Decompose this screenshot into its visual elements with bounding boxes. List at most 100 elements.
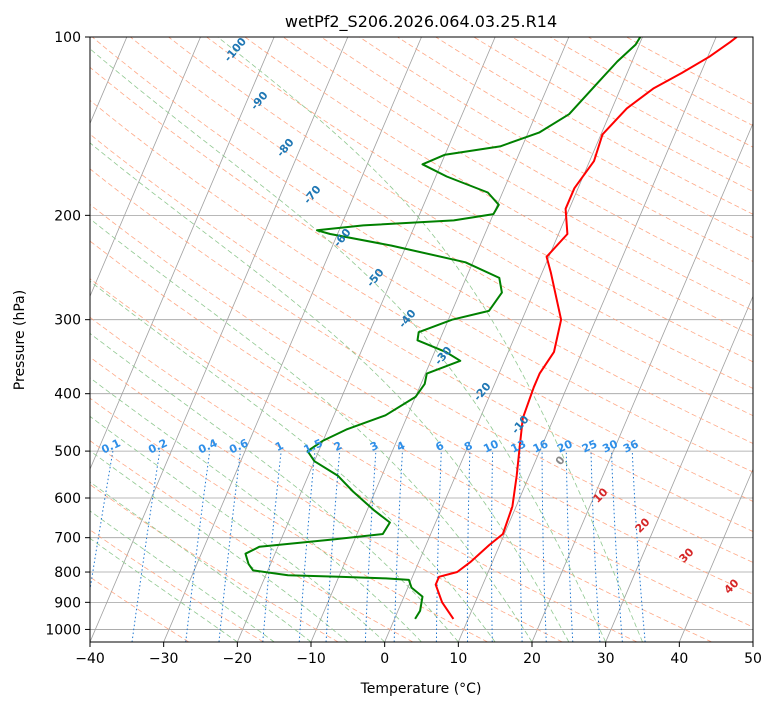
- dry-adiabat-line: [512, 37, 775, 642]
- dry-adiabat-label: 30: [677, 545, 697, 565]
- dry-adiabat-line: [0, 37, 189, 642]
- mixing-ratio-label: 0.6: [227, 436, 250, 456]
- moist-adiabat-label: -90: [248, 89, 271, 113]
- x-tick-label: −10: [296, 651, 326, 667]
- mixing-ratio-line: [591, 451, 600, 642]
- x-axis-label: Temperature (°C): [360, 681, 482, 697]
- mixing-ratio-line: [467, 451, 470, 642]
- isotherm-line: [679, 37, 775, 642]
- mixing-ratio-label: 36: [621, 437, 641, 455]
- dry-adiabat-line: [0, 37, 775, 642]
- moist-adiabat-line: [0, 37, 422, 642]
- dry-adiabat-line: [0, 37, 775, 642]
- dry-adiabat-line: [92, 37, 775, 642]
- mixing-ratio-label: 8: [462, 439, 474, 454]
- mixing-ratio-label: 0.4: [196, 436, 219, 456]
- mixing-ratio-line: [632, 451, 645, 642]
- moist-adiabat-label: -20: [471, 380, 494, 404]
- dry-adiabat-line: [0, 37, 264, 642]
- mixing-ratio-line: [492, 451, 493, 642]
- moist-adiabat-line: [0, 37, 274, 642]
- isotherm-line: [532, 37, 775, 642]
- isotherm-line: [385, 37, 643, 642]
- mixing-ratio-line: [82, 451, 113, 642]
- mixing-ratio-label: 4: [395, 439, 408, 454]
- mixing-ratio-line: [566, 451, 573, 642]
- mixing-ratio-label: 16: [531, 437, 551, 455]
- isotherm-line: [90, 37, 348, 642]
- dry-adiabat-line: [245, 37, 775, 642]
- dry-adiabat-line: [550, 37, 775, 642]
- mixing-ratio-label: 2: [332, 439, 344, 454]
- moist-adiabat-line: [0, 37, 532, 642]
- dry-adiabat-line: [0, 37, 775, 642]
- isotherm-line: [237, 37, 495, 642]
- y-tick-label: 800: [54, 565, 81, 581]
- y-tick-label: 1000: [45, 622, 81, 638]
- dry-adiabat-line: [283, 37, 775, 642]
- moist-adiabat-label: -100: [221, 35, 249, 65]
- mixing-ratio-line: [436, 451, 441, 642]
- mixing-ratio-label: 1: [273, 439, 285, 454]
- moist-adiabat-line: [218, 37, 643, 642]
- mixing-ratio-line: [186, 451, 210, 642]
- dry-adiabat-line: [0, 37, 413, 642]
- dry-adiabat-line: [0, 37, 775, 642]
- dry-adiabat-line: [0, 37, 338, 642]
- y-tick-label: 100: [54, 30, 81, 46]
- mixing-ratio-label: 30: [600, 437, 620, 455]
- dry-adiabat-label: 40: [722, 576, 742, 596]
- y-tick-label: 400: [54, 387, 81, 403]
- mixing-ratio-label: 6: [434, 439, 447, 454]
- dry-adiabat-line: [436, 37, 775, 642]
- mixing-ratio-label: 10: [481, 437, 501, 455]
- moist-adiabat-line: [0, 37, 237, 642]
- dry-adiabat-line: [0, 37, 637, 642]
- x-tick-label: 10: [449, 651, 467, 667]
- moist-adiabat-label: -70: [301, 183, 324, 207]
- y-tick-label: 600: [54, 491, 81, 507]
- dry-adiabat-line: [359, 37, 775, 642]
- moist-adiabat-label: -80: [274, 136, 297, 160]
- moist-adiabat-label: -10: [509, 413, 532, 437]
- mixing-ratio-label: 3: [368, 439, 380, 454]
- dry-adiabat-line: [474, 37, 775, 642]
- x-tick-label: 20: [523, 651, 541, 667]
- dry-adiabat-line: [0, 37, 488, 642]
- x-tick-label: 30: [597, 651, 615, 667]
- mixing-ratio-label: 25: [580, 437, 599, 455]
- x-tick-label: −20: [223, 651, 253, 667]
- dewpoint-profile-line: [246, 37, 641, 619]
- x-tick-label: −40: [75, 651, 105, 667]
- moist-adiabat-label: -50: [364, 266, 387, 290]
- mixing-ratio-label: 1.5: [302, 436, 325, 456]
- mixing-ratio-line: [612, 451, 623, 642]
- isotherm-line: [753, 37, 775, 642]
- isotherm-line: [458, 37, 716, 642]
- x-tick-label: −30: [149, 651, 179, 667]
- x-tick-label: 40: [670, 651, 688, 667]
- dry-adiabat-label: 10: [591, 485, 611, 505]
- y-tick-label: 200: [54, 208, 81, 224]
- moist-adiabat-line: [0, 37, 348, 642]
- chart-title: wetPf2_S206.2026.064.03.25.R14: [285, 12, 557, 32]
- mixing-ratio-label: 13: [509, 437, 528, 455]
- x-tick-label: 50: [744, 651, 762, 667]
- mixing-ratio-line: [299, 451, 315, 642]
- y-tick-label: 900: [54, 595, 81, 611]
- x-tick-label: 0: [380, 651, 389, 667]
- temperature-profile-line: [436, 37, 737, 619]
- mixing-ratio-label: 0.2: [146, 436, 169, 456]
- moist-adiabat-line: [0, 37, 311, 642]
- moist-adiabat-label: -40: [396, 307, 419, 331]
- y-tick-label: 500: [54, 444, 81, 460]
- moist-adiabat-line: [0, 37, 458, 642]
- y-axis-label: Pressure (hPa): [12, 290, 28, 390]
- plot-frame: [90, 37, 753, 642]
- dry-adiabat-line: [0, 37, 562, 642]
- moist-adiabat-line: [0, 37, 495, 642]
- moist-adiabat-line: [0, 37, 385, 642]
- isotherm-line: [0, 37, 201, 642]
